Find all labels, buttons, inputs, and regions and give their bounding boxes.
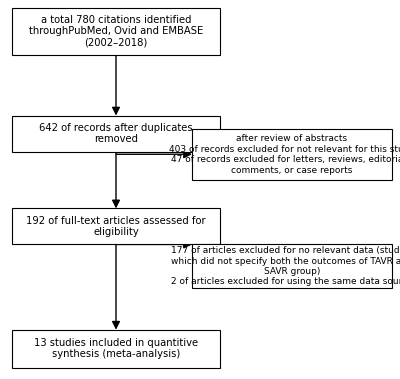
Text: 192 of full-text articles assessed for
eligibility: 192 of full-text articles assessed for e…: [26, 216, 206, 237]
Text: a total 780 citations identified
throughPubMed, Ovid and EMBASE
(2002–2018): a total 780 citations identified through…: [29, 15, 203, 48]
FancyBboxPatch shape: [12, 116, 220, 152]
FancyBboxPatch shape: [12, 208, 220, 244]
FancyBboxPatch shape: [12, 330, 220, 368]
FancyBboxPatch shape: [12, 8, 220, 55]
Text: 642 of records after duplicates
removed: 642 of records after duplicates removed: [39, 123, 193, 144]
FancyBboxPatch shape: [192, 129, 392, 180]
Text: 177 of articles excluded for no relevant data (studies
which did not specify bot: 177 of articles excluded for no relevant…: [171, 246, 400, 287]
Text: 13 studies included in quantitive
synthesis (meta-analysis): 13 studies included in quantitive synthe…: [34, 338, 198, 359]
Text: after review of abstracts
403 of records excluded for not relevant for this stud: after review of abstracts 403 of records…: [169, 134, 400, 175]
FancyBboxPatch shape: [192, 244, 392, 288]
